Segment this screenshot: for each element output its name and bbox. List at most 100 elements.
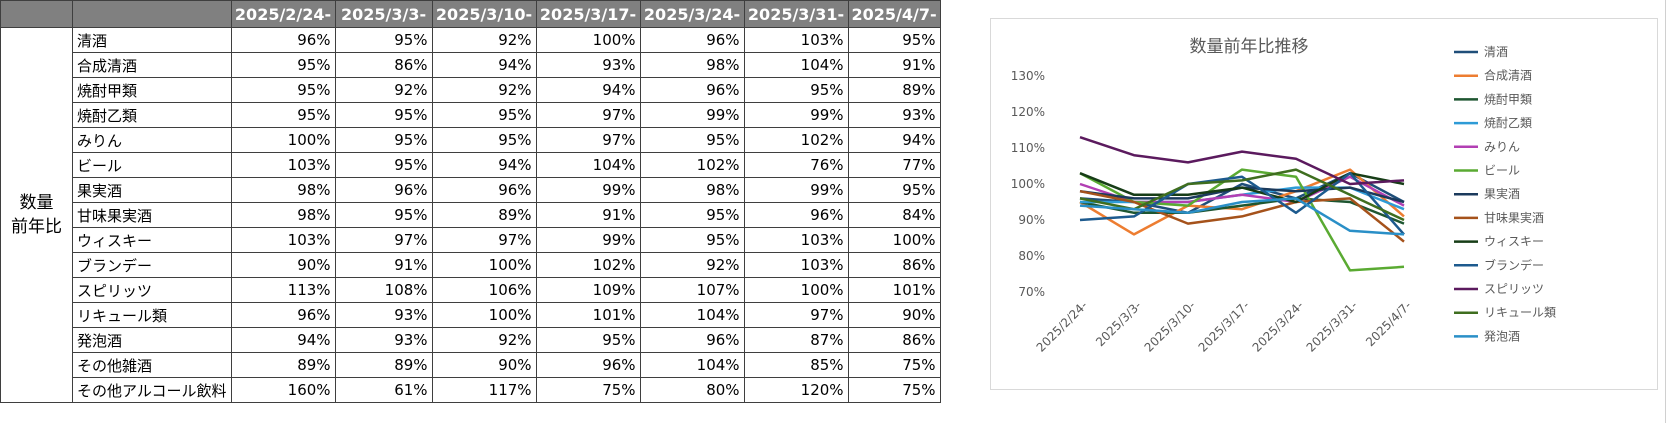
value-cell: 75% bbox=[847, 377, 941, 403]
table-row: 数量 前年比 清酒 96% 95% 92% 100% 96% 103% 95% bbox=[0, 27, 941, 403]
value-cell: 75% bbox=[535, 377, 641, 403]
value-cell: 86% bbox=[847, 327, 941, 353]
value-cell: 95% bbox=[334, 202, 433, 228]
row-label: 果実酒 bbox=[72, 177, 232, 203]
legend-label: 清酒 bbox=[1484, 45, 1508, 59]
value-cell: 89% bbox=[230, 352, 336, 378]
value-cell: 94% bbox=[847, 127, 941, 153]
table-row: その他アルコール飲料 160% 61% 117% 75% 80% 120% 75% bbox=[1, 377, 941, 403]
sales-table: 2025/2/24- 2025/3/3- 2025/3/10- 2025/3/17- 2… bbox=[0, 0, 941, 403]
column-header: 2025/3/3- bbox=[334, 0, 433, 28]
value-cell: 75% bbox=[847, 352, 941, 378]
row-label: 焼酎甲類 bbox=[72, 77, 232, 103]
y-tick-label: 90% bbox=[1018, 213, 1045, 227]
table-row: ブランデー 90% 91% 100% 102% 92% 103% 86% bbox=[1, 252, 941, 278]
table-row: 合成清酒 95% 86% 94% 93% 98% 104% 91% bbox=[1, 52, 941, 78]
value-cell: 117% bbox=[431, 377, 537, 403]
legend-label: 合成清酒 bbox=[1484, 68, 1532, 83]
row-label: ビール bbox=[72, 152, 232, 178]
column-header: 2025/4/7- bbox=[847, 0, 941, 28]
series-line bbox=[1079, 168, 1405, 236]
column-header: 2025/2/24- bbox=[230, 0, 336, 28]
table-row: その他雑酒 89% 89% 90% 96% 104% 85% 75% bbox=[1, 352, 941, 378]
value-cell: 93% bbox=[334, 302, 433, 328]
table-row: 甘味果実酒 98% 95% 89% 91% 95% 96% 84% bbox=[1, 202, 941, 228]
legend-label: 果実酒 bbox=[1484, 186, 1520, 201]
series-line bbox=[1079, 171, 1405, 236]
row-label: ウィスキー bbox=[72, 227, 232, 253]
value-cell: 96% bbox=[334, 177, 433, 203]
header-blank-cell bbox=[72, 0, 232, 28]
value-cell: 91% bbox=[334, 252, 433, 278]
row-group-label-line: 前年比 bbox=[11, 217, 62, 237]
y-tick-label: 130% bbox=[1011, 69, 1045, 83]
value-cell: 106% bbox=[431, 277, 537, 303]
value-cell: 86% bbox=[334, 52, 433, 78]
y-tick-label: 70% bbox=[1018, 285, 1045, 299]
row-label: 合成清酒 bbox=[72, 52, 232, 78]
table-row: 焼酎乙類 95% 95% 95% 97% 99% 99% 93% bbox=[1, 102, 941, 128]
legend-label: リキュール類 bbox=[1484, 306, 1556, 320]
value-cell: 95% bbox=[230, 77, 336, 103]
value-cell: 94% bbox=[431, 152, 537, 178]
value-cell: 95% bbox=[334, 152, 433, 178]
value-cell: 92% bbox=[431, 77, 537, 103]
column-header: 2025/3/10- bbox=[431, 0, 537, 28]
row-label: 発泡酒 bbox=[72, 327, 232, 353]
value-cell: 86% bbox=[847, 252, 941, 278]
series-line bbox=[1079, 189, 1405, 243]
legend-label: 発泡酒 bbox=[1484, 329, 1520, 343]
value-cell: 92% bbox=[431, 27, 537, 53]
x-tick-label: 2025/4/7- bbox=[1363, 298, 1414, 349]
x-tick-label: 2025/2/24- bbox=[1034, 298, 1090, 354]
value-cell: 98% bbox=[639, 52, 745, 78]
value-cell: 77% bbox=[847, 152, 941, 178]
legend-label: 焼酎乙類 bbox=[1484, 115, 1532, 130]
value-cell: 90% bbox=[230, 252, 336, 278]
value-cell: 104% bbox=[743, 52, 849, 78]
legend-label: みりん bbox=[1484, 140, 1520, 154]
row-label: 清酒 bbox=[72, 27, 232, 53]
value-cell: 100% bbox=[743, 277, 849, 303]
row-label: 焼酎乙類 bbox=[72, 102, 232, 128]
value-cell: 96% bbox=[230, 302, 336, 328]
legend-label: 焼酎甲類 bbox=[1484, 91, 1532, 106]
table-row: ビール 103% 95% 94% 104% 102% 76% 77% bbox=[1, 152, 941, 178]
value-cell: 104% bbox=[639, 302, 745, 328]
value-cell: 94% bbox=[535, 77, 641, 103]
column-header: 2025/3/24- bbox=[639, 0, 745, 28]
value-cell: 99% bbox=[639, 102, 745, 128]
value-cell: 61% bbox=[334, 377, 433, 403]
y-tick-label: 120% bbox=[1011, 105, 1045, 119]
column-header: 2025/3/31- bbox=[743, 0, 849, 28]
value-cell: 100% bbox=[431, 302, 537, 328]
value-cell: 103% bbox=[230, 227, 336, 253]
value-cell: 102% bbox=[535, 252, 641, 278]
value-cell: 95% bbox=[230, 102, 336, 128]
y-tick-label: 110% bbox=[1011, 141, 1045, 155]
value-cell: 99% bbox=[535, 177, 641, 203]
legend-label: ビール bbox=[1484, 164, 1520, 178]
row-label: その他雑酒 bbox=[72, 352, 232, 378]
value-cell: 95% bbox=[639, 202, 745, 228]
value-cell: 96% bbox=[535, 352, 641, 378]
value-cell: 95% bbox=[334, 27, 433, 53]
table-row: 焼酎甲類 95% 92% 92% 94% 96% 95% 89% bbox=[1, 77, 941, 103]
value-cell: 91% bbox=[847, 52, 941, 78]
value-cell: 102% bbox=[743, 127, 849, 153]
series-line bbox=[1079, 197, 1405, 236]
value-cell: 96% bbox=[230, 27, 336, 53]
table-row: 果実酒 98% 96% 96% 99% 98% 99% 95% bbox=[1, 177, 941, 203]
x-tick-label: 2025/3/3- bbox=[1093, 298, 1144, 349]
value-cell: 95% bbox=[535, 327, 641, 353]
table-row: ウィスキー 103% 97% 97% 99% 95% 103% 100% bbox=[1, 227, 941, 253]
row-label: ブランデー bbox=[72, 252, 232, 278]
value-cell: 91% bbox=[535, 202, 641, 228]
y-tick-label: 100% bbox=[1011, 177, 1045, 191]
column-header: 2025/3/17- bbox=[535, 0, 641, 28]
row-label: リキュール類 bbox=[72, 302, 232, 328]
value-cell: 94% bbox=[431, 52, 537, 78]
value-cell: 98% bbox=[230, 177, 336, 203]
x-tick-label: 2025/3/17- bbox=[1196, 298, 1252, 354]
value-cell: 96% bbox=[639, 77, 745, 103]
